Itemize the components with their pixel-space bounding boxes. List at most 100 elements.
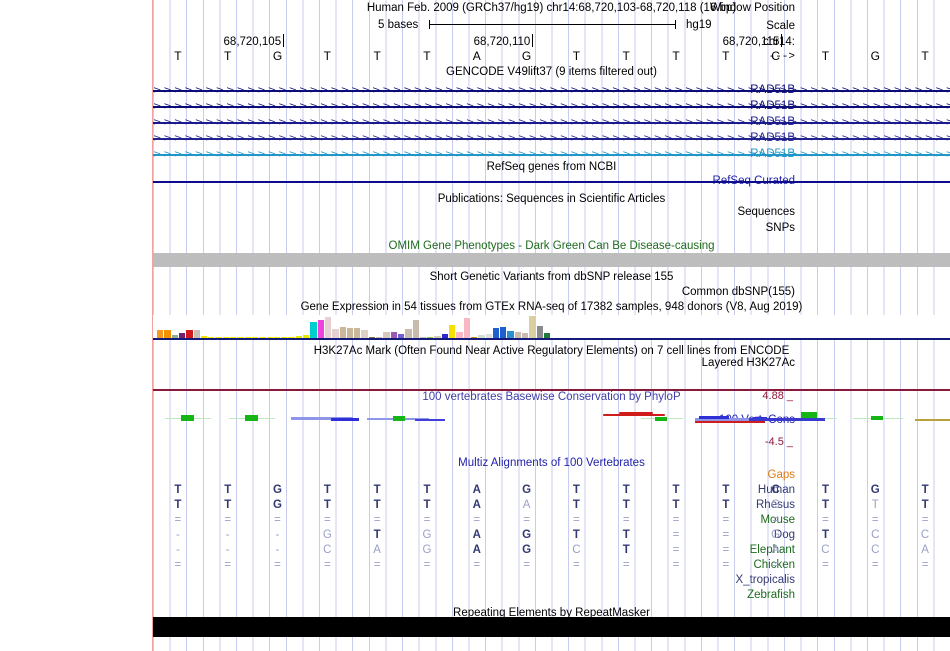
h3k27ac-track-title: H3K27Ac Mark (Often Found Near Active Re…	[313, 345, 790, 357]
gtex-tissue-bar[interactable]	[478, 335, 485, 339]
species-label-x-tropicalis[interactable]: X_tropicalis	[735, 574, 795, 586]
alignment-base: T	[373, 529, 381, 541]
alignment-base: T	[622, 529, 630, 541]
dbsnp-label[interactable]: Common dbSNP(155)	[681, 286, 795, 298]
gtex-tissue-bar[interactable]	[332, 329, 339, 339]
species-label-chicken[interactable]: Chicken	[753, 559, 795, 571]
alignment-base: T	[373, 484, 381, 496]
gtex-tissue-bar[interactable]	[339, 327, 346, 339]
gtex-tissue-bar[interactable]	[456, 332, 463, 339]
gtex-tissue-bar[interactable]	[514, 332, 522, 339]
gtex-tissue-bar[interactable]	[522, 333, 529, 339]
alignment-base: A	[472, 529, 481, 541]
publications-sequences-label[interactable]: Sequences	[737, 206, 795, 218]
gene-strand-arrows-icon: >>>>>>>>>>>>>>>>>>>>>>>>>>>>>>>>>>>>>>>>…	[153, 149, 950, 160]
gtex-tissue-bar[interactable]	[171, 335, 178, 339]
gtex-tissue-bar[interactable]	[397, 334, 405, 339]
conservation-min-value-2: -4.5 _	[764, 436, 793, 448]
gtex-tissue-bar[interactable]	[485, 334, 492, 339]
gtex-tissue-bar[interactable]	[492, 328, 500, 339]
gtex-tissue-bar[interactable]	[178, 333, 186, 339]
alignment-base: =	[174, 559, 182, 571]
gtex-tissue-bar[interactable]	[434, 336, 441, 339]
gtex-tissue-bar[interactable]	[441, 334, 449, 339]
reference-base: T	[323, 49, 331, 63]
gtex-tissue-bar[interactable]	[324, 317, 332, 339]
gtex-tissue-bar[interactable]	[346, 328, 354, 339]
gtex-tissue-bar[interactable]	[354, 328, 361, 339]
species-label-human[interactable]: Human	[757, 484, 795, 496]
alignment-base: -	[225, 544, 230, 556]
alignment-base: A	[373, 544, 381, 556]
conservation-segment	[915, 419, 950, 421]
alignment-base: T	[821, 529, 829, 541]
alignment-base: A	[472, 484, 481, 496]
gtex-tissue-bar[interactable]	[449, 325, 456, 339]
h3k27ac-label[interactable]: Layered H3K27Ac	[701, 357, 795, 369]
gtex-tissue-bar[interactable]	[361, 330, 368, 339]
omim-feature-bar[interactable]	[153, 253, 950, 267]
gtex-tissue-bar[interactable]	[200, 336, 208, 339]
alignment-base: =	[174, 514, 182, 526]
conservation-segment	[871, 416, 883, 420]
species-label-zebrafish[interactable]: Zebrafish	[747, 589, 795, 601]
conservation-segment	[655, 417, 667, 421]
alignment-row: = = = = = = = = = = = = = = = =	[153, 514, 950, 527]
alignment-base: =	[722, 529, 730, 541]
gencode-track-title: GENCODE V49lift37 (9 items filtered out)	[446, 66, 657, 78]
refseq-feature-line[interactable]	[153, 181, 950, 183]
alignment-base: T	[572, 499, 580, 511]
gtex-tissue-bar[interactable]	[383, 332, 390, 339]
ruler-tick-label: 68,720,105	[223, 36, 282, 48]
alignment-base: -	[225, 529, 230, 541]
publications-snps-label[interactable]: SNPs	[765, 222, 795, 234]
alignment-base: C	[920, 529, 930, 541]
gencode-gene-row[interactable]: >>>>>>>>>>>>>>>>>>>>>>>>>>>>>>>>>>>>>>>>…	[153, 99, 950, 114]
gtex-tissue-bar[interactable]	[536, 326, 543, 339]
gtex-tissue-bar[interactable]	[317, 320, 324, 339]
gtex-tissue-bar[interactable]	[529, 316, 536, 339]
gtex-tissue-bar[interactable]	[157, 330, 164, 339]
species-label-elephant[interactable]: Elephant	[749, 544, 795, 556]
alignment-base: =	[822, 514, 829, 526]
alignment-base: C	[871, 529, 880, 541]
gtex-tissue-bar[interactable]	[500, 327, 507, 339]
species-label-mouse[interactable]: Mouse	[760, 514, 795, 526]
gtex-expression-barchart[interactable]	[153, 315, 950, 339]
gaps-label[interactable]: Gaps	[767, 469, 796, 481]
gencode-gene-row[interactable]: >>>>>>>>>>>>>>>>>>>>>>>>>>>>>>>>>>>>>>>>…	[153, 83, 950, 98]
gene-intron-line	[153, 154, 950, 156]
species-label-rhesus[interactable]: Rhesus	[756, 499, 795, 511]
gtex-tissue-bar[interactable]	[193, 330, 200, 339]
repeatmasker-feature-bar[interactable]	[153, 617, 950, 637]
gtex-tissue-bar[interactable]	[186, 330, 193, 339]
gencode-gene-row[interactable]: >>>>>>>>>>>>>>>>>>>>>>>>>>>>>>>>>>>>>>>>…	[153, 115, 950, 130]
gtex-tissue-bar[interactable]	[412, 320, 419, 339]
alignment-row: - - - G T G A G T T = = G T C C	[153, 529, 950, 542]
alignment-base: T	[174, 499, 182, 511]
gtex-track-title: Gene Expression in 54 tissues from GTEx …	[300, 301, 803, 313]
conservation-plot[interactable]	[153, 390, 950, 446]
gtex-tissue-bar[interactable]	[405, 329, 412, 339]
gtex-tissue-bar[interactable]	[164, 330, 171, 339]
gtex-tissue-bar[interactable]	[390, 332, 397, 339]
gtex-tissue-bar[interactable]	[295, 336, 303, 339]
species-label-dog[interactable]: Dog	[773, 529, 795, 541]
ruler-tick-mark	[282, 34, 284, 47]
alignment-base: =	[672, 544, 680, 556]
alignment-base: =	[323, 559, 331, 571]
reference-base: T	[672, 49, 680, 63]
gtex-tissue-bar[interactable]	[543, 333, 551, 339]
alignment-base: =	[672, 529, 680, 541]
alignment-base: C	[771, 484, 780, 496]
gtex-tissue-bar[interactable]	[303, 335, 310, 339]
gene-intron-line	[153, 90, 950, 92]
repeatmasker-track-title: Repeating Elements by RepeatMasker	[453, 607, 650, 619]
gtex-tissue-bar[interactable]	[507, 331, 514, 339]
gtex-tissue-bar[interactable]	[463, 318, 470, 339]
gtex-tissue-bar[interactable]	[310, 322, 317, 339]
gencode-gene-row[interactable]: >>>>>>>>>>>>>>>>>>>>>>>>>>>>>>>>>>>>>>>>…	[153, 147, 950, 162]
gencode-gene-row[interactable]: >>>>>>>>>>>>>>>>>>>>>>>>>>>>>>>>>>>>>>>>…	[153, 131, 950, 146]
